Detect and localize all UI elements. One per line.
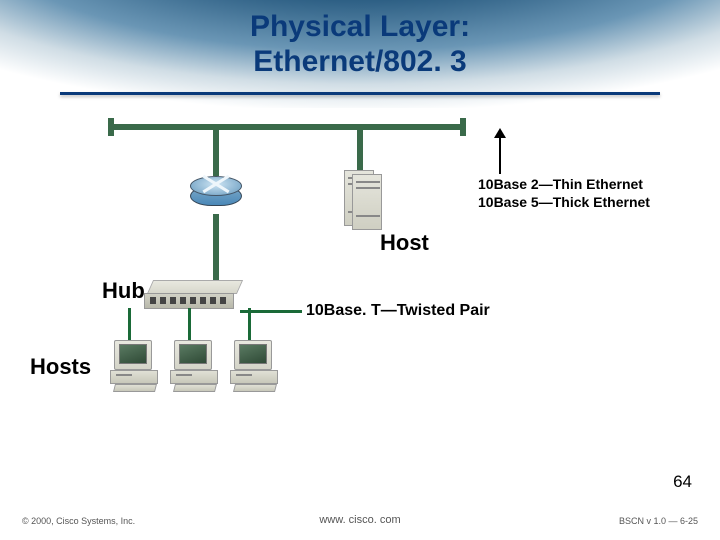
bus-main — [108, 124, 466, 130]
pc-icon-1 — [108, 340, 164, 394]
title-line2: Ethernet/802. 3 — [253, 45, 466, 78]
tp-drop-3 — [248, 308, 251, 342]
label-hub: Hub — [102, 278, 145, 304]
bus-drop-server — [357, 124, 363, 176]
title-underline — [60, 92, 660, 95]
hub-icon — [150, 280, 240, 310]
pc-icon-3 — [228, 340, 284, 394]
bus-drop-router — [213, 124, 219, 176]
bus-to-hub — [213, 214, 219, 284]
server-icon — [344, 170, 382, 232]
bus-endcap-right — [460, 118, 466, 136]
arrow-shaft — [499, 138, 501, 174]
label-hosts: Hosts — [30, 354, 91, 380]
label-twisted-pair: 10Base. T—Twisted Pair — [306, 302, 490, 320]
footer-docref: BSCN v 1.0 — 6-25 — [619, 516, 698, 526]
footer-url: www. cisco. com — [0, 514, 720, 526]
page-number: 64 — [673, 472, 692, 492]
arrow-head-icon — [494, 128, 506, 138]
pc-icon-2 — [168, 340, 224, 394]
label-host: Host — [380, 230, 429, 256]
tp-drop-2 — [188, 308, 191, 342]
page-title: Physical Layer: Ethernet/802. 3 — [0, 10, 720, 79]
tp-drop-1 — [128, 308, 131, 342]
bus-endcap-left — [108, 118, 114, 136]
label-thick-ethernet: 10Base 5—Thick Ethernet — [478, 194, 650, 210]
router-icon — [186, 170, 246, 218]
title-line1: Physical Layer: — [250, 10, 470, 43]
label-thin-ethernet: 10Base 2—Thin Ethernet — [478, 176, 643, 192]
